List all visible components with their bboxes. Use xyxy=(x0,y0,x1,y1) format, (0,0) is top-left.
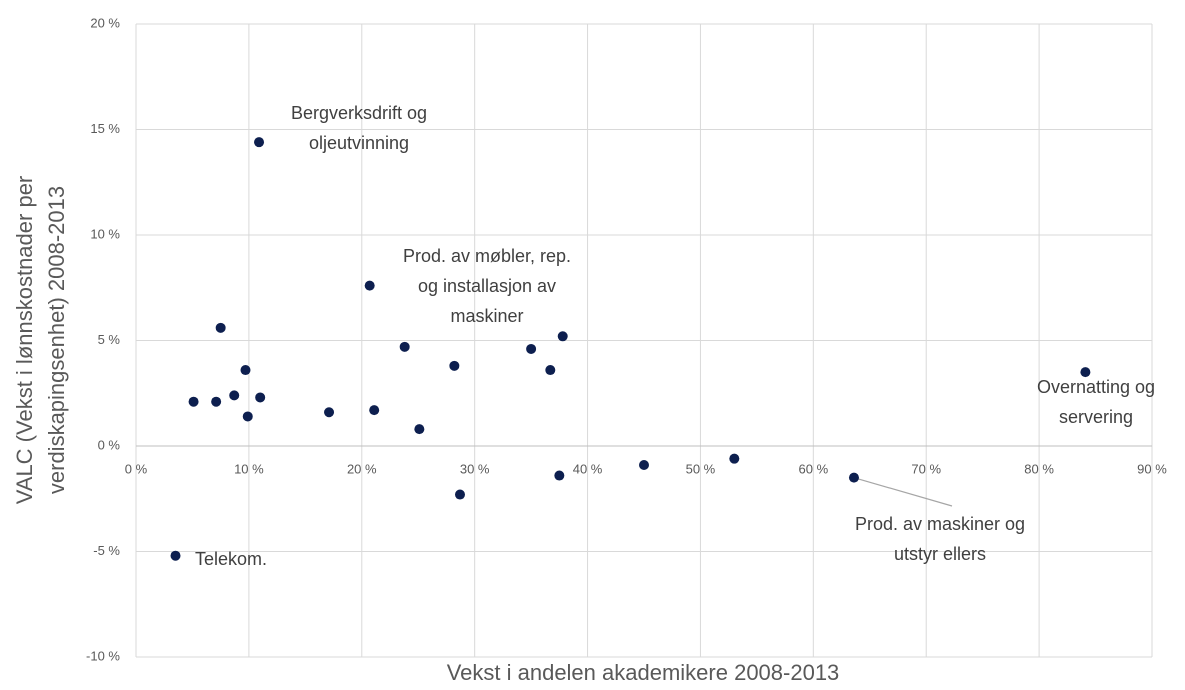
annotation: Telekom. xyxy=(195,549,267,569)
y-tick-label: -10 % xyxy=(86,648,120,663)
point xyxy=(526,343,537,354)
point xyxy=(242,411,253,422)
point xyxy=(255,392,266,403)
annotation: og installasjon av xyxy=(418,276,556,296)
point xyxy=(554,470,565,481)
point xyxy=(229,390,240,401)
point xyxy=(449,360,460,371)
annotation: servering xyxy=(1059,407,1133,427)
point xyxy=(324,407,335,418)
point xyxy=(414,424,425,435)
point xyxy=(240,365,251,376)
point xyxy=(557,331,568,342)
point xyxy=(211,396,222,407)
x-tick-label: 40 % xyxy=(573,461,603,476)
x-tick-label: 50 % xyxy=(686,461,716,476)
y-tick-label: 20 % xyxy=(90,15,120,30)
point xyxy=(369,405,380,416)
y-tick-label: 15 % xyxy=(90,121,120,136)
point xyxy=(170,550,181,561)
x-tick-label: 20 % xyxy=(347,461,377,476)
y-axis-title: VALC (Vekst i lønnskostnader per xyxy=(12,176,37,505)
point xyxy=(639,459,649,470)
annotation: Overnatting og xyxy=(1037,377,1155,397)
y-tick-label: 10 % xyxy=(90,226,120,241)
point xyxy=(729,453,740,464)
point xyxy=(545,365,556,376)
leader-line xyxy=(853,477,953,507)
point xyxy=(1080,367,1091,378)
annotation: utstyr ellers xyxy=(894,544,986,564)
x-tick-label: 10 % xyxy=(234,461,264,476)
point xyxy=(254,137,265,148)
y-tick-label: 0 % xyxy=(98,437,121,452)
x-tick-label: 90 % xyxy=(1137,461,1167,476)
annotation: Prod. av maskiner og xyxy=(855,514,1025,534)
x-tick-label: 0 % xyxy=(125,461,148,476)
y-axis-title: verdiskapingsenhet) 2008-2013 xyxy=(44,186,69,494)
annotation: Prod. av møbler, rep. xyxy=(403,246,571,266)
x-tick-label: 80 % xyxy=(1024,461,1054,476)
x-tick-label: 60 % xyxy=(799,461,829,476)
point xyxy=(848,472,859,483)
x-tick-label: 30 % xyxy=(460,461,490,476)
y-tick-label: -5 % xyxy=(93,543,120,558)
point xyxy=(399,341,410,352)
point xyxy=(188,396,199,407)
point xyxy=(454,489,465,500)
x-axis-title: Vekst i andelen akademikere 2008-2013 xyxy=(447,660,840,685)
x-tick-label: 70 % xyxy=(911,461,941,476)
annotation: oljeutvinning xyxy=(309,133,409,153)
annotation: maskiner xyxy=(450,306,523,326)
y-tick-label: 5 % xyxy=(98,332,121,347)
point xyxy=(364,280,375,291)
annotation: Bergverksdrift og xyxy=(291,103,427,123)
point xyxy=(215,322,226,333)
